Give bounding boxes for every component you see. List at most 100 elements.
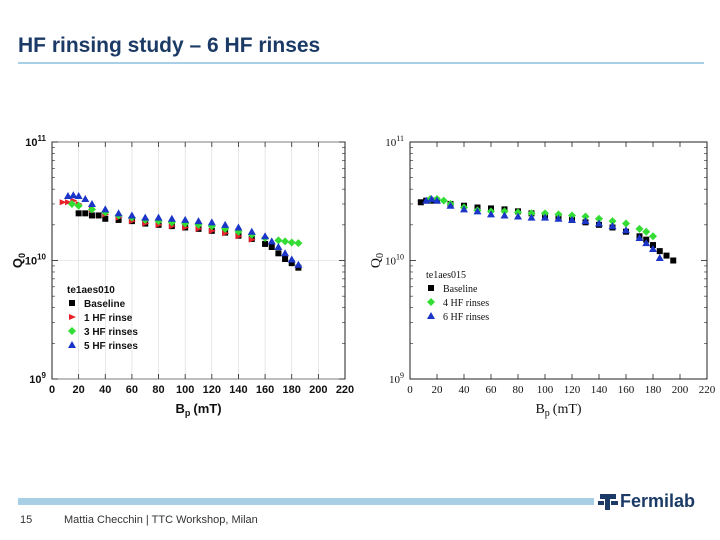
legend-marker bbox=[69, 300, 75, 306]
data-point bbox=[235, 233, 243, 240]
y-axis-label-sub: 0 bbox=[17, 253, 27, 258]
data-point bbox=[541, 209, 549, 218]
data-point bbox=[282, 255, 289, 262]
data-point bbox=[581, 217, 590, 225]
x-axis-label-sub: p bbox=[545, 408, 550, 419]
chart-right: 0 20 40 60 80 100 120 140 160 180 200 2201091010101… bbox=[369, 134, 716, 419]
data-point bbox=[67, 199, 76, 208]
data-point bbox=[234, 227, 243, 236]
data-point bbox=[141, 213, 150, 221]
x-axis-label-unit: (mT) bbox=[193, 401, 221, 416]
data-point bbox=[568, 211, 576, 220]
data-point bbox=[554, 210, 563, 219]
x-tick-label: 0 bbox=[407, 384, 413, 396]
x-tick-label: 140 bbox=[229, 384, 247, 396]
data-point bbox=[88, 212, 95, 219]
data-point bbox=[655, 253, 664, 261]
data-point bbox=[581, 212, 590, 221]
data-point bbox=[487, 210, 495, 218]
logo-text: Fermilab bbox=[620, 491, 696, 511]
y-tick-label: 109 bbox=[29, 371, 46, 386]
data-point bbox=[287, 255, 296, 263]
y-tick-exponent: 11 bbox=[396, 134, 404, 143]
data-point bbox=[262, 240, 269, 247]
data-point bbox=[500, 207, 509, 216]
data-point bbox=[500, 211, 509, 219]
x-tick-label: 20 bbox=[432, 384, 444, 396]
x-tick-label: 160 bbox=[618, 384, 635, 396]
data-point bbox=[234, 223, 243, 231]
data-point bbox=[207, 218, 216, 226]
x-tick-label: 100 bbox=[176, 384, 194, 396]
data-point bbox=[608, 222, 617, 230]
data-point bbox=[635, 224, 644, 233]
x-tick-label: 160 bbox=[256, 384, 274, 396]
data-point bbox=[181, 215, 190, 223]
data-point bbox=[663, 252, 670, 259]
legend-label: Baseline bbox=[84, 299, 126, 310]
page-number: 15 bbox=[20, 514, 33, 526]
x-tick-label: 120 bbox=[203, 384, 221, 396]
y-tick-label: 1010 bbox=[385, 253, 404, 268]
data-point bbox=[527, 209, 536, 218]
data-point bbox=[281, 237, 290, 246]
data-point bbox=[114, 209, 123, 217]
series-3 bbox=[422, 195, 664, 261]
data-point bbox=[207, 222, 216, 231]
data-point bbox=[568, 215, 576, 223]
data-point bbox=[275, 250, 282, 257]
legend-marker bbox=[68, 327, 76, 335]
data-point bbox=[127, 211, 136, 219]
data-point bbox=[473, 207, 482, 215]
data-point bbox=[656, 248, 663, 255]
data-point bbox=[268, 243, 275, 250]
x-axis-label-unit: (mT) bbox=[553, 402, 582, 417]
x-tick-label: 200 bbox=[672, 384, 689, 396]
data-point bbox=[670, 257, 677, 264]
data-point bbox=[221, 220, 230, 228]
data-point bbox=[81, 195, 90, 203]
x-tick-label: 140 bbox=[591, 384, 608, 396]
x-tick-label: 120 bbox=[564, 384, 581, 396]
data-point bbox=[649, 245, 657, 253]
data-point bbox=[267, 237, 276, 245]
data-point bbox=[635, 233, 644, 241]
x-tick-label: 180 bbox=[283, 384, 301, 396]
data-point bbox=[514, 208, 522, 217]
y-tick-label: 1011 bbox=[385, 134, 404, 149]
data-point bbox=[595, 219, 603, 227]
title-rule bbox=[18, 62, 704, 64]
data-point bbox=[622, 226, 630, 234]
data-point bbox=[554, 214, 563, 222]
data-point bbox=[247, 227, 256, 235]
data-point bbox=[281, 249, 290, 257]
data-point bbox=[82, 210, 89, 217]
legend-marker bbox=[428, 285, 434, 291]
data-point bbox=[222, 230, 230, 237]
y-tick-label: 1011 bbox=[25, 134, 46, 149]
data-point bbox=[427, 195, 436, 203]
data-point bbox=[87, 205, 96, 214]
data-point bbox=[622, 219, 630, 228]
data-point bbox=[154, 213, 163, 221]
x-axis-label-sub: p bbox=[185, 408, 191, 418]
x-axis-label: Bp (mT) bbox=[175, 401, 221, 418]
data-point bbox=[248, 236, 256, 243]
x-tick-label: 80 bbox=[513, 384, 525, 396]
y-tick-label: 109 bbox=[389, 371, 404, 386]
slide-title: HF rinsing study – 6 HF rinses bbox=[18, 34, 321, 57]
data-point bbox=[274, 236, 283, 245]
x-tick-label: 100 bbox=[537, 384, 554, 396]
fermilab-logo-icon bbox=[598, 494, 618, 510]
legend-marker bbox=[427, 312, 435, 319]
legend-marker bbox=[68, 341, 76, 348]
footer-bar bbox=[18, 498, 594, 505]
data-point bbox=[74, 201, 83, 210]
data-point bbox=[74, 192, 83, 200]
x-tick-label: 220 bbox=[336, 384, 354, 396]
data-point bbox=[59, 199, 67, 206]
legend-label: 5 HF rinses bbox=[84, 341, 138, 352]
data-point bbox=[608, 217, 617, 226]
x-tick-label: 60 bbox=[486, 384, 498, 396]
data-point bbox=[541, 213, 549, 221]
